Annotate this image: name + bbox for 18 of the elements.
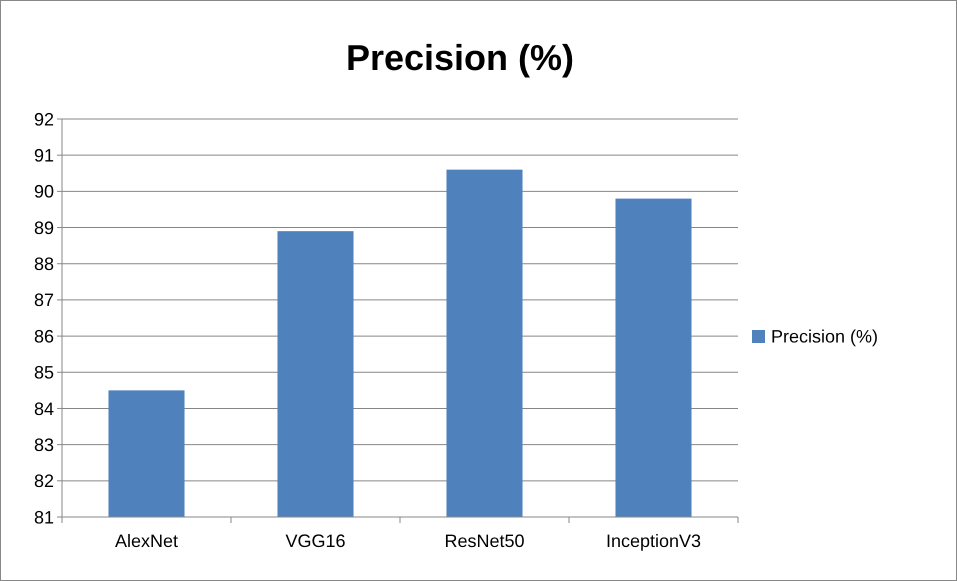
y-tick-label: 90 — [34, 182, 54, 202]
legend-label: Precision (%) — [771, 326, 878, 346]
y-tick-label: 85 — [34, 362, 54, 383]
y-tick-label: 91 — [34, 145, 54, 166]
y-tick-label: 84 — [34, 398, 54, 419]
y-tick-label: 82 — [34, 471, 54, 492]
x-tick-label: AlexNet — [114, 531, 178, 551]
y-tick-label: 83 — [34, 434, 54, 455]
chart-title: Precision (%) — [346, 37, 574, 78]
x-tick-label: ResNet50 — [444, 531, 525, 551]
y-tick-label: 81 — [34, 507, 54, 528]
y-tick-label: 86 — [34, 326, 54, 346]
y-tick-label: 87 — [34, 290, 54, 310]
y-tick-label: 89 — [34, 218, 54, 238]
y-tick-label: 92 — [34, 109, 54, 130]
x-tick-label: InceptionV3 — [606, 531, 702, 551]
x-tick-label: VGG16 — [285, 531, 346, 551]
y-tick-label: 88 — [34, 254, 54, 274]
